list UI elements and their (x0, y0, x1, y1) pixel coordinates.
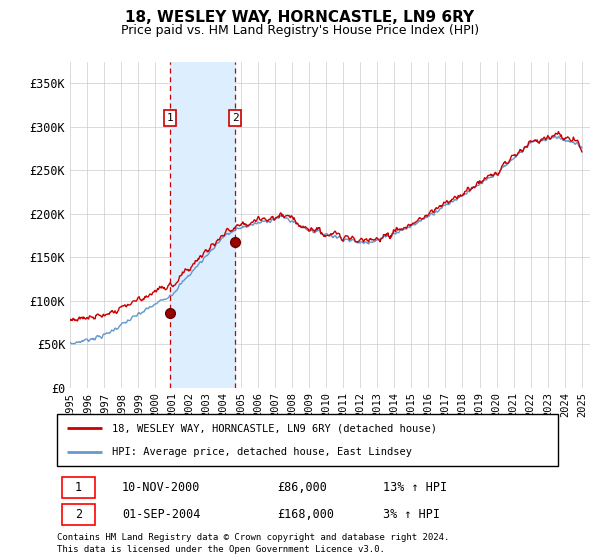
Text: 2: 2 (232, 113, 239, 123)
Text: 18, WESLEY WAY, HORNCASTLE, LN9 6RY: 18, WESLEY WAY, HORNCASTLE, LN9 6RY (125, 10, 475, 25)
Text: 01-SEP-2004: 01-SEP-2004 (122, 508, 200, 521)
Text: 1: 1 (167, 113, 173, 123)
Text: £168,000: £168,000 (277, 508, 334, 521)
FancyBboxPatch shape (62, 504, 95, 525)
FancyBboxPatch shape (62, 477, 95, 498)
Text: £86,000: £86,000 (277, 481, 328, 494)
Text: 10-NOV-2000: 10-NOV-2000 (122, 481, 200, 494)
Text: 3% ↑ HPI: 3% ↑ HPI (383, 508, 440, 521)
Text: Price paid vs. HM Land Registry's House Price Index (HPI): Price paid vs. HM Land Registry's House … (121, 24, 479, 36)
Text: HPI: Average price, detached house, East Lindsey: HPI: Average price, detached house, East… (112, 447, 412, 457)
Text: 13% ↑ HPI: 13% ↑ HPI (383, 481, 447, 494)
Text: This data is licensed under the Open Government Licence v3.0.: This data is licensed under the Open Gov… (57, 545, 385, 554)
Text: Contains HM Land Registry data © Crown copyright and database right 2024.: Contains HM Land Registry data © Crown c… (57, 533, 449, 542)
Text: 2: 2 (75, 508, 82, 521)
Text: 18, WESLEY WAY, HORNCASTLE, LN9 6RY (detached house): 18, WESLEY WAY, HORNCASTLE, LN9 6RY (det… (112, 423, 437, 433)
FancyBboxPatch shape (57, 414, 558, 466)
Bar (170, 62, 235, 388)
Text: 1: 1 (75, 481, 82, 494)
